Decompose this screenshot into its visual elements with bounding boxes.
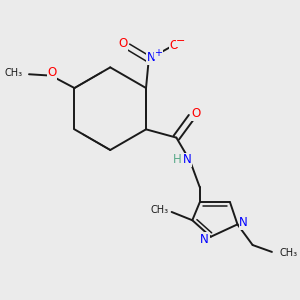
Text: O: O bbox=[118, 38, 128, 50]
Text: CH₃: CH₃ bbox=[280, 248, 298, 258]
Text: O: O bbox=[47, 66, 56, 80]
Text: O: O bbox=[191, 107, 200, 120]
Text: CH₃: CH₃ bbox=[5, 68, 23, 78]
Text: H: H bbox=[173, 153, 182, 166]
Text: N: N bbox=[239, 217, 248, 230]
Text: O: O bbox=[170, 39, 179, 52]
Text: N: N bbox=[200, 233, 209, 246]
Text: −: − bbox=[176, 37, 186, 46]
Text: N: N bbox=[182, 153, 191, 166]
Text: +: + bbox=[154, 48, 162, 58]
Text: CH₃: CH₃ bbox=[150, 205, 168, 215]
Text: N: N bbox=[147, 51, 155, 64]
